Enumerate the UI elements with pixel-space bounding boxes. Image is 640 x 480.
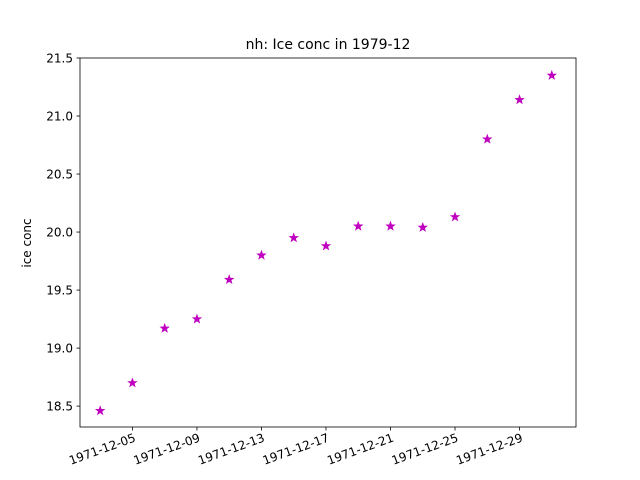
y-tick-label: 21.5 (46, 52, 73, 66)
data-point (449, 211, 461, 222)
data-point (288, 232, 299, 243)
data-point (320, 240, 332, 251)
data-point (94, 405, 106, 416)
chart-title: nh: Ice conc in 1979-12 (246, 37, 411, 53)
data-point (353, 220, 364, 231)
y-tick-label: 19.5 (46, 284, 73, 298)
y-tick-label: 20.5 (46, 168, 73, 182)
data-point (514, 94, 525, 105)
y-tick-label: 21.0 (46, 110, 73, 124)
data-point (223, 274, 235, 285)
axes-frame (79, 57, 577, 428)
data-point (546, 69, 558, 80)
data-point (482, 133, 493, 144)
data-point (127, 377, 138, 388)
data-point (385, 220, 396, 231)
y-axis-label: ice conc (20, 218, 34, 267)
data-point (417, 221, 428, 232)
y-tick-label: 20.0 (46, 226, 73, 240)
y-tick-label: 19.0 (46, 342, 73, 356)
data-point (159, 322, 170, 333)
data-point (191, 313, 203, 324)
y-tick-label: 18.5 (46, 400, 73, 414)
data-point (256, 249, 267, 260)
